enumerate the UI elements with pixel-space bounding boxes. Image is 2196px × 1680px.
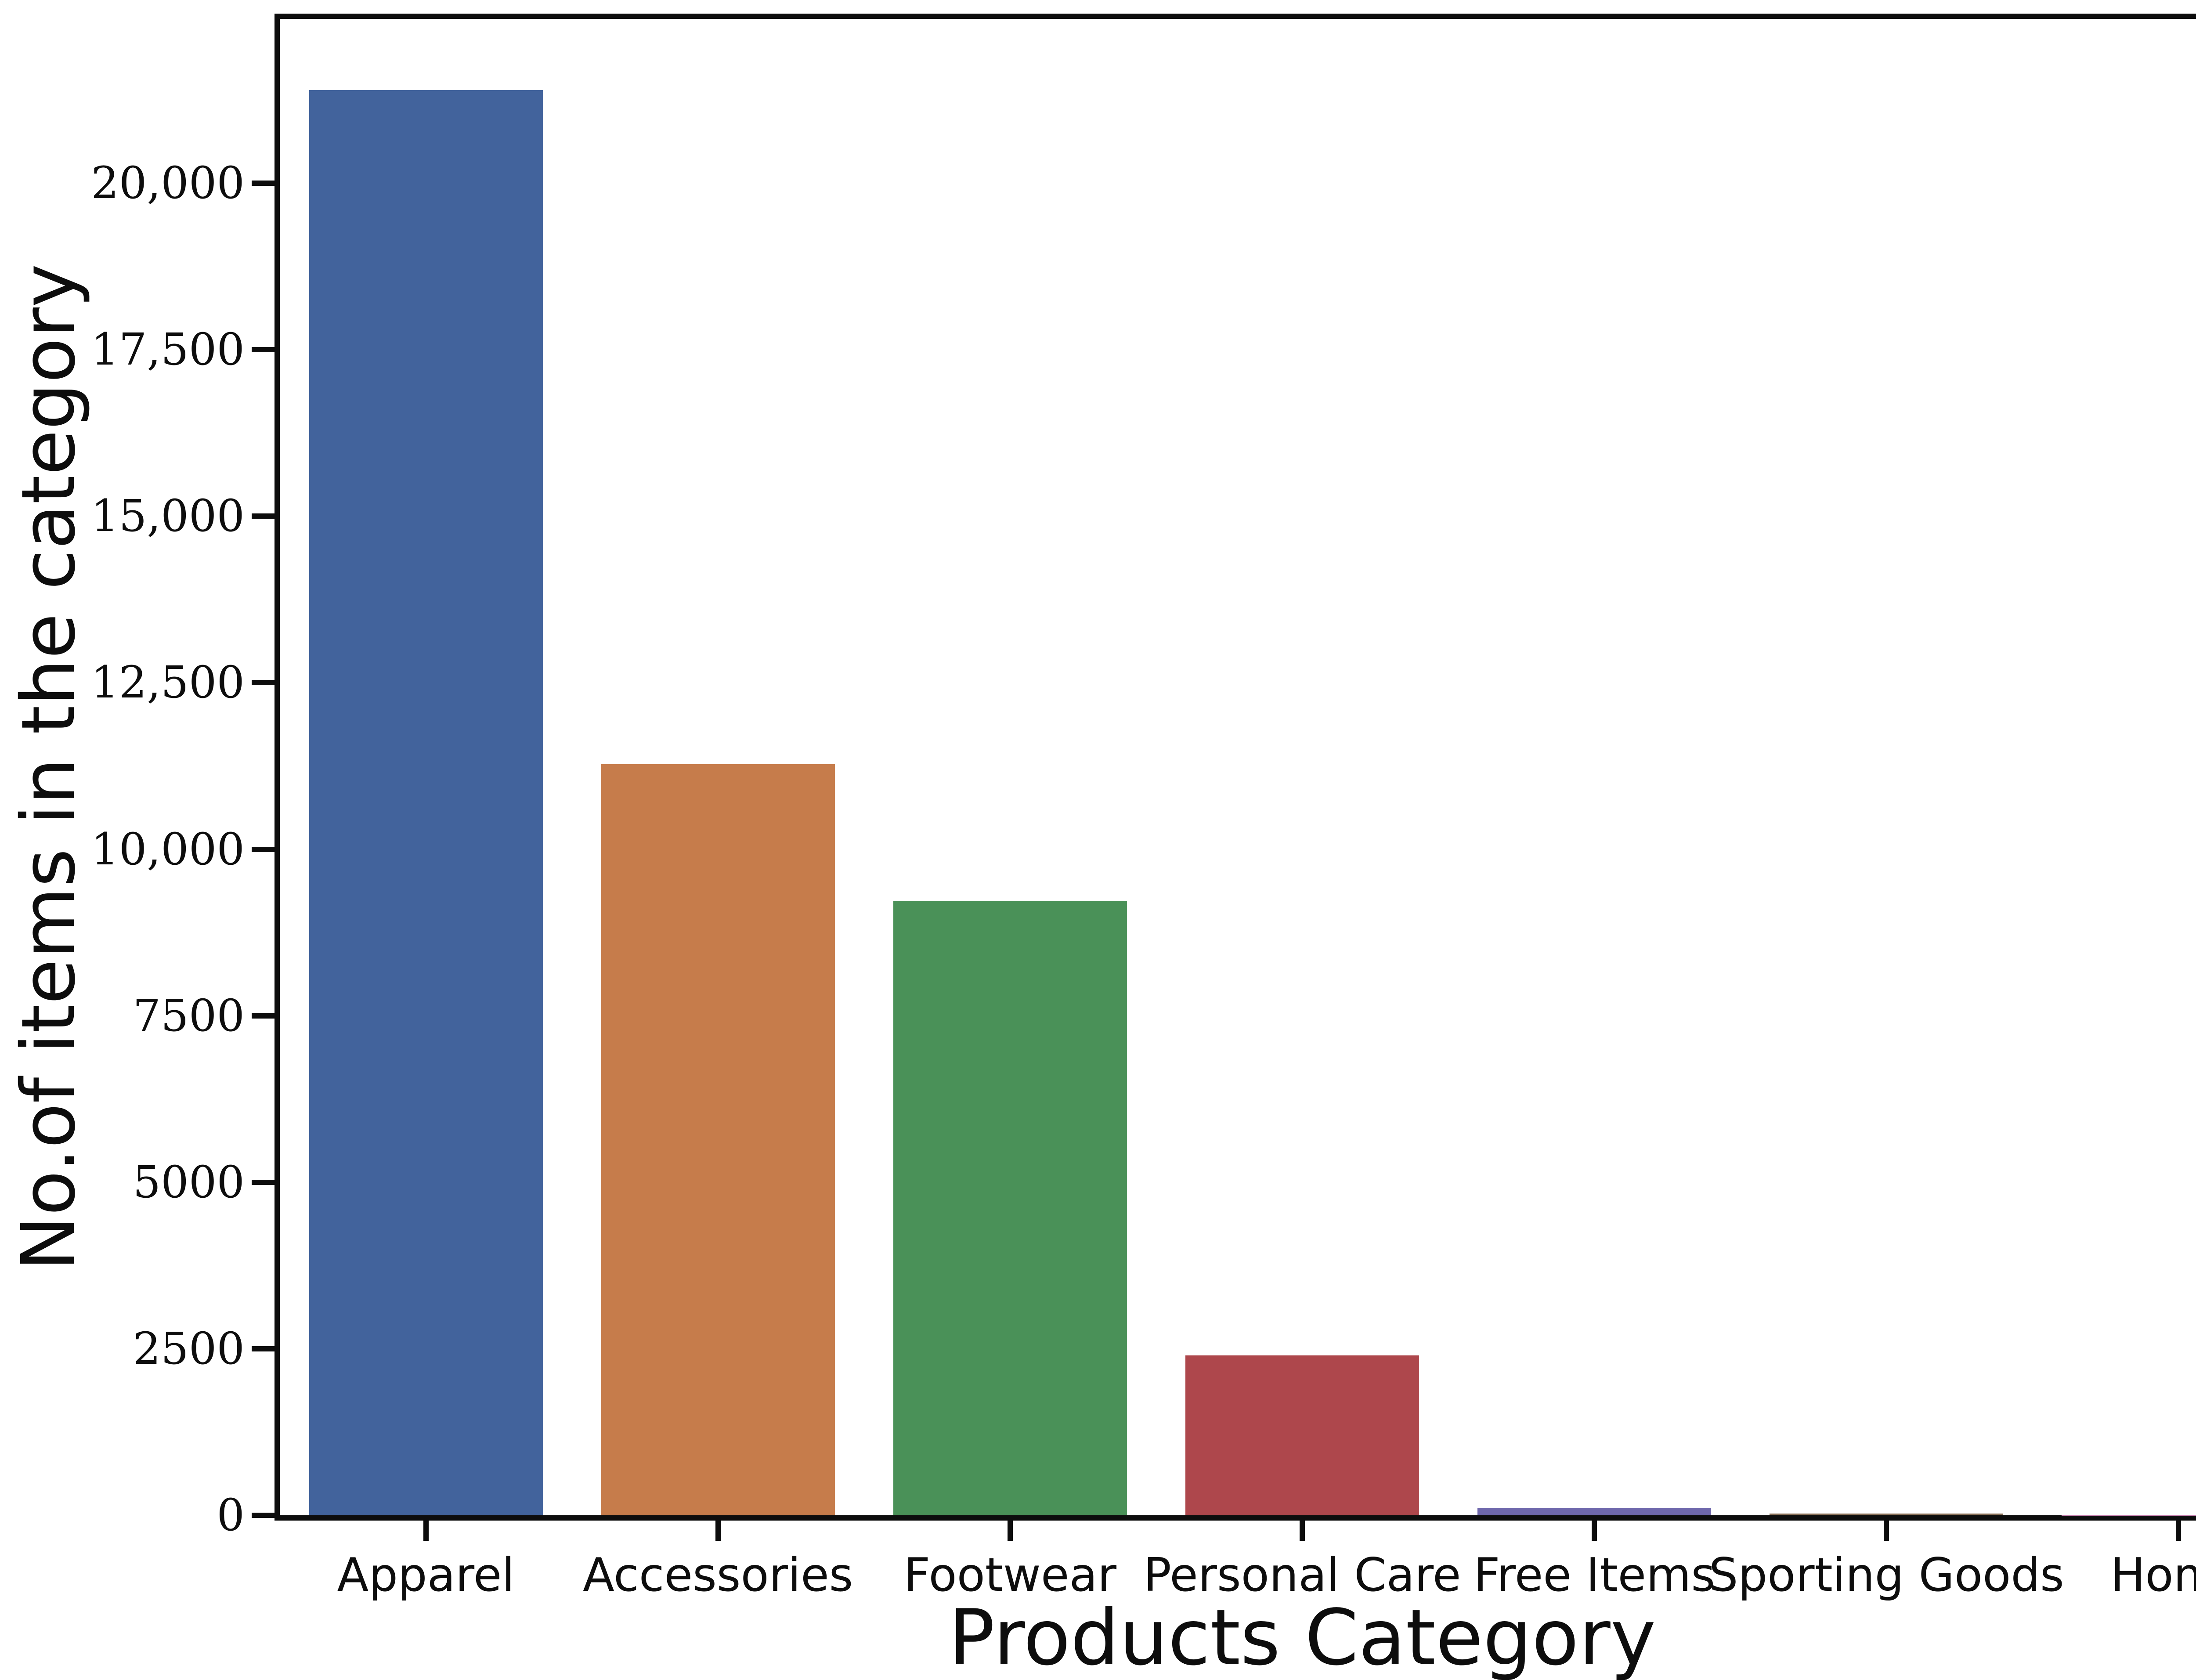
y-tick-mark-2500 [252, 1346, 274, 1351]
y-axis-label-area: No.of items in the category [0, 19, 97, 1515]
y-tick-mark-20-000 [252, 181, 274, 186]
x-tick-mark-home [2176, 1521, 2182, 1541]
y-tick-label-20-000: 20,000 [91, 157, 245, 209]
y-axis-label: No.of items in the category [5, 264, 92, 1271]
bar-free-items [1477, 1508, 1712, 1515]
y-tick-label-17-500: 17,500 [91, 324, 245, 376]
y-tick-label-5000: 5000 [133, 1156, 245, 1208]
y-tick-mark-5000 [252, 1179, 274, 1185]
y-tick-mark-7500 [252, 1013, 274, 1019]
x-tick-mark-personal-care [1300, 1521, 1305, 1541]
y-tick-mark-12-500 [252, 680, 274, 686]
x-tick-mark-sporting-goods [1884, 1521, 1889, 1541]
bar-footwear [893, 901, 1127, 1515]
bar-apparel [309, 90, 543, 1515]
x-axis-label-area: Products Category [274, 1600, 2196, 1676]
x-axis-label: Products Category [948, 1593, 1656, 1680]
y-tick-label-7500: 7500 [133, 990, 245, 1041]
x-tick-label-apparel: Apparel [337, 1548, 515, 1602]
x-tick-label-sporting-goods: Sporting Goods [1708, 1548, 2064, 1602]
y-tick-label-0: 0 [217, 1489, 245, 1541]
y-tick-mark-0 [252, 1513, 274, 1518]
y-tick-label-2500: 2500 [133, 1322, 245, 1374]
y-tick-label-15-000: 15,000 [91, 490, 245, 542]
x-tick-label-free-items: Free Items [1474, 1548, 1716, 1602]
plot-area: Apparel Accessories Footwear Personal Care F… [91, 14, 2196, 1598]
y-tick-label-10-000: 10,000 [91, 823, 245, 875]
y-tick-mark-15-000 [252, 513, 274, 519]
bar-personal-care [1185, 1355, 1419, 1515]
y-tick-mark-17-500 [252, 347, 274, 353]
x-tick-label-home: Home [2110, 1548, 2196, 1602]
x-tick-mark-footwear [1007, 1521, 1013, 1541]
x-tick-mark-free-items [1592, 1521, 1597, 1541]
x-tick-mark-apparel [423, 1521, 429, 1541]
bar-sporting-goods [1770, 1514, 2004, 1515]
y-tick-mark-10-000 [252, 846, 274, 852]
x-tick-label-footwear: Footwear [903, 1548, 1116, 1602]
x-tick-label-accessories: Accessories [583, 1548, 853, 1602]
x-tick-label-personal-care: Personal Care [1143, 1548, 1461, 1602]
y-tick-label-12-500: 12,500 [91, 657, 245, 708]
bar-accessories [601, 764, 835, 1515]
x-tick-mark-accessories [715, 1521, 721, 1541]
